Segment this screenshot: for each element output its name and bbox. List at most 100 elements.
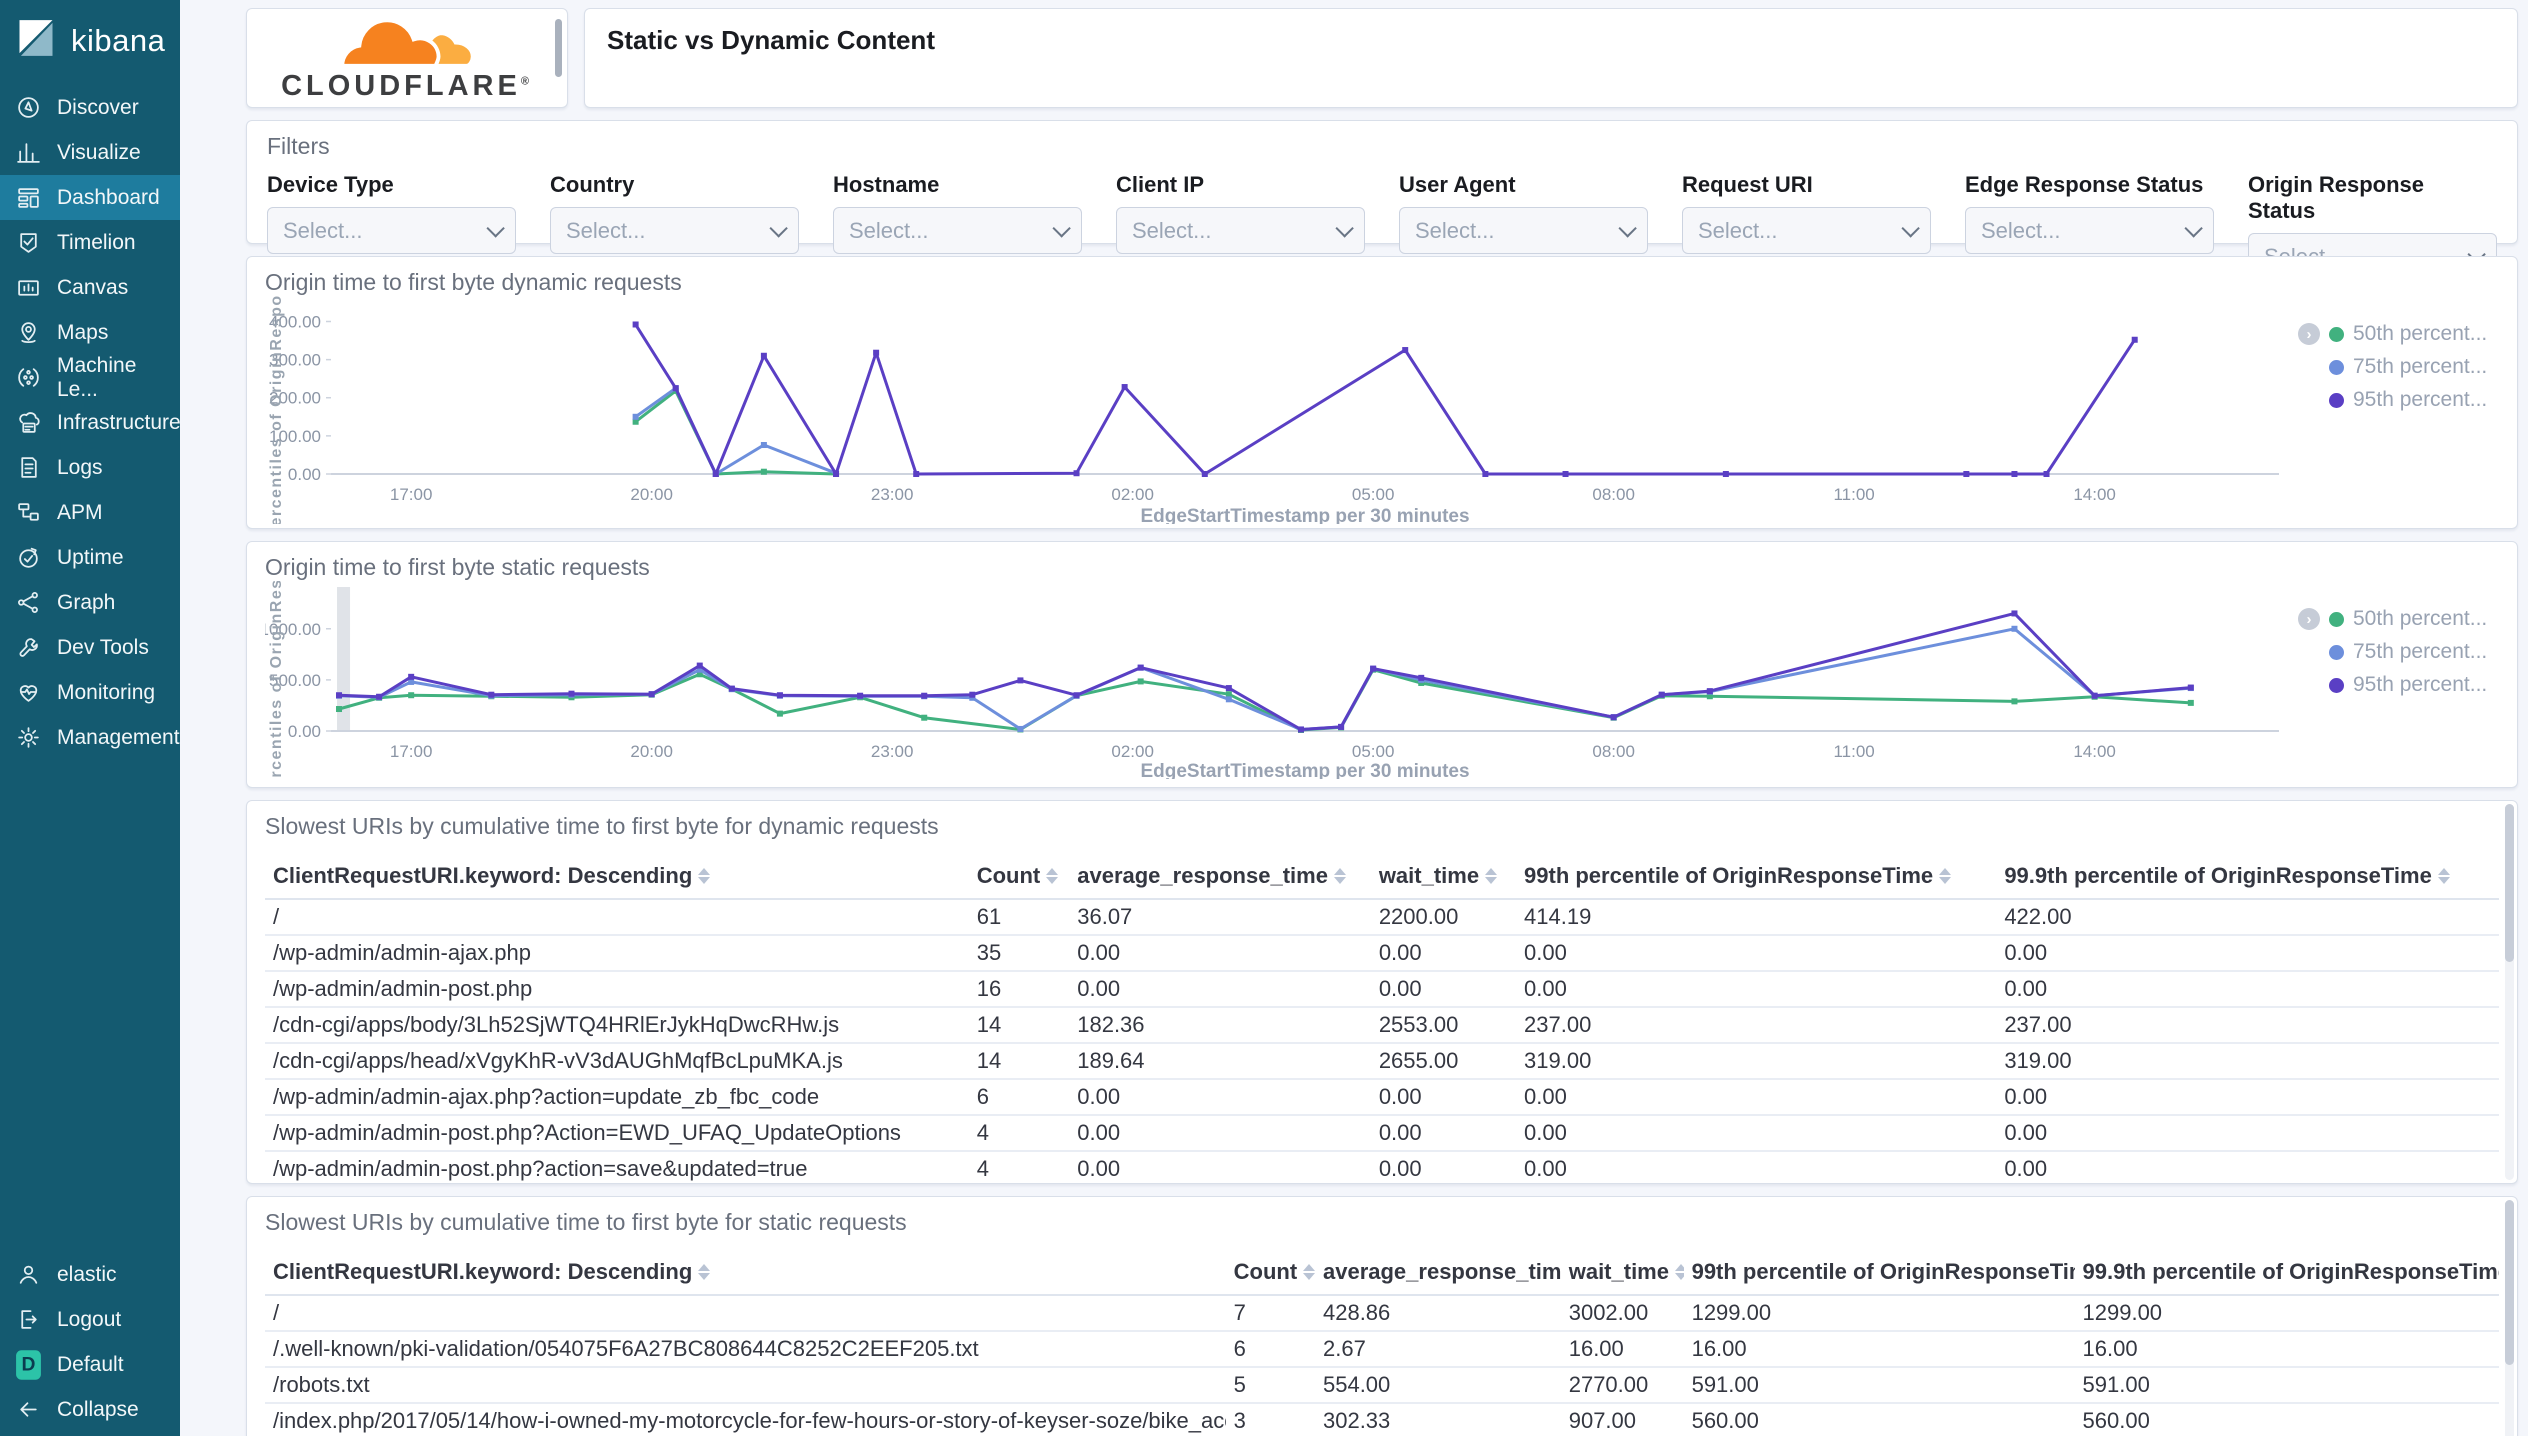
sidebar-item-dashboard[interactable]: Dashboard (0, 175, 180, 220)
x-tick-label: 17:00 (390, 742, 433, 761)
data-point-marker (1297, 726, 1304, 733)
data-point-marker (1121, 384, 1128, 391)
filter-select-edge-response-status[interactable]: Select... (1965, 207, 2214, 254)
filter-select-client-ip[interactable]: Select... (1116, 207, 1365, 254)
column-header-label: wait_time (1378, 863, 1480, 888)
data-point-marker (1225, 685, 1232, 692)
filter-select-request-uri[interactable]: Select... (1682, 207, 1931, 254)
value-cell: 319.00 (1516, 1043, 1997, 1080)
dashboard-main: CLOUDFLARE® Static vs Dynamic Content Fi… (180, 0, 2528, 1436)
sidebar-item-label: Dashboard (57, 185, 160, 209)
data-point-marker (873, 349, 880, 356)
sidebar-item-uptime[interactable]: Uptime (0, 535, 180, 580)
sidebar-item-canvas[interactable]: Canvas (0, 265, 180, 310)
table-scrollbar[interactable] (2505, 804, 2514, 1180)
column-header-99th-percentile-of-originresponsetime[interactable]: 99th percentile of OriginResponseTime (1683, 1250, 2075, 1296)
data-point-marker (1610, 714, 1617, 721)
legend-item-75th-percent[interactable]: 75th percent... (2293, 640, 2498, 664)
value-cell: 0.00 (1516, 971, 1997, 1008)
sidebar-item-logout[interactable]: Logout (0, 1297, 180, 1342)
legend-color-dot (2329, 677, 2344, 693)
sidebar-item-management[interactable]: Management (0, 715, 180, 760)
x-tick-label: 11:00 (1833, 742, 1874, 761)
table-scrollbar-thumb[interactable] (2505, 804, 2514, 962)
sort-icon[interactable] (1674, 1264, 1684, 1280)
data-point-marker (1073, 470, 1080, 477)
sidebar-item-discover[interactable]: Discover (0, 85, 180, 130)
legend-expand-icon[interactable]: › (2298, 323, 2320, 345)
select-placeholder: Select... (1132, 217, 1212, 243)
filter-field-user-agent: User Agent Select... (1399, 172, 1648, 280)
column-header-clientrequesturi-keyword-descending[interactable]: ClientRequestURI.keyword: Descending (265, 1250, 1226, 1296)
column-header-99th-percentile-of-originresponsetime[interactable]: 99th percentile of OriginResponseTime (1516, 854, 1997, 900)
sidebar-item-monitoring[interactable]: Monitoring (0, 670, 180, 715)
data-point-marker (913, 471, 920, 477)
sidebar-item-collapse[interactable]: Collapse (0, 1387, 180, 1432)
value-cell: 237.00 (1996, 1007, 2499, 1044)
sort-icon[interactable] (1046, 868, 1059, 884)
table-scrollbar-thumb[interactable] (2505, 1200, 2514, 1365)
legend-item-75th-percent[interactable]: 75th percent... (2293, 355, 2498, 379)
legend-label: 75th percent... (2353, 640, 2488, 663)
uri-cell: /robots.txt (265, 1367, 1226, 1404)
sidebar-item-graph[interactable]: Graph (0, 580, 180, 625)
legend-item-50th-percent[interactable]: › 50th percent... (2293, 322, 2498, 346)
column-header-count[interactable]: Count (968, 854, 1070, 900)
sidebar-item-label: Maps (57, 320, 109, 344)
legend-item-50th-percent[interactable]: › 50th percent... (2293, 607, 2498, 631)
column-header-99-9th-percentile-of-originresponsetime[interactable]: 99.9th percentile of OriginResponseTime (1996, 854, 2499, 900)
column-header-label: average_response_time (1077, 863, 1328, 888)
data-point-marker (2131, 336, 2138, 343)
filter-select-hostname[interactable]: Select... (833, 207, 1082, 254)
data-point-marker (696, 666, 703, 673)
sidebar-item-machine-le[interactable]: Machine Le... (0, 354, 180, 401)
x-tick-label: 02:00 (1111, 485, 1154, 504)
legend-item-95th-percent[interactable]: 95th percent... (2293, 388, 2498, 412)
filter-select-device-type[interactable]: Select... (267, 207, 516, 254)
sort-icon[interactable] (698, 868, 711, 884)
value-cell: 0.00 (1996, 1079, 2499, 1116)
sidebar-item-infrastructure[interactable]: Infrastructure (0, 400, 181, 445)
uri-cell: / (265, 899, 969, 936)
column-header-average-response-time[interactable]: average_response_time (1314, 1250, 1561, 1296)
x-tick-label: 05:00 (1352, 485, 1395, 504)
value-cell: 189.64 (1069, 1043, 1371, 1080)
sidebar-item-logs[interactable]: Logs (0, 445, 180, 490)
sort-icon[interactable] (1333, 868, 1346, 884)
sidebar-item-label: APM (57, 500, 103, 524)
sort-icon[interactable] (2437, 868, 2450, 884)
column-header-count[interactable]: Count (1225, 1250, 1315, 1296)
data-point-marker (1562, 471, 1569, 477)
column-header-99-9th-percentile-of-originresponsetime[interactable]: 99.9th percentile of OriginResponseTime (2074, 1250, 2499, 1296)
data-point-marker (632, 418, 639, 425)
column-header-clientrequesturi-keyword-descending[interactable]: ClientRequestURI.keyword: Descending (265, 854, 969, 900)
table-scrollbar[interactable] (2505, 1200, 2514, 1436)
sort-icon[interactable] (698, 1264, 711, 1280)
column-header-wait-time[interactable]: wait_time (1560, 1250, 1684, 1296)
legend-item-95th-percent[interactable]: 95th percent... (2293, 673, 2498, 697)
legend-expand-icon[interactable]: › (2298, 608, 2320, 630)
sort-icon[interactable] (1939, 868, 1952, 884)
value-cell: 14 (968, 1007, 1070, 1044)
data-point-marker (2187, 699, 2194, 706)
sidebar-item-apm[interactable]: APM (0, 490, 180, 535)
table-title-static: Slowest URIs by cumulative time to first… (265, 1209, 907, 1235)
sidebar-item-elastic[interactable]: elastic (0, 1252, 180, 1297)
filter-select-country[interactable]: Select... (550, 207, 799, 254)
sort-icon[interactable] (1485, 868, 1498, 884)
panel-scrollbar-thumb[interactable] (555, 19, 562, 77)
sidebar-item-maps[interactable]: Maps (0, 310, 180, 355)
column-header-average-response-time[interactable]: average_response_time (1069, 854, 1371, 900)
sidebar-item-label: Visualize (57, 140, 141, 164)
sidebar-item-dev-tools[interactable]: Dev Tools (0, 625, 180, 670)
column-header-label: ClientRequestURI.keyword: Descending (273, 1259, 693, 1284)
kibana-logo[interactable]: kibana (0, 0, 180, 85)
sort-icon[interactable] (1303, 1264, 1315, 1280)
sidebar-item-default[interactable]: D Default (0, 1342, 180, 1387)
filter-select-user-agent[interactable]: Select... (1399, 207, 1648, 254)
sidebar-item-timelion[interactable]: Timelion (0, 220, 180, 265)
sidebar-item-visualize[interactable]: Visualize (0, 130, 180, 175)
value-cell: 61 (968, 899, 1070, 936)
series-line-95th-percent (337, 611, 2193, 731)
column-header-wait-time[interactable]: wait_time (1370, 854, 1517, 900)
